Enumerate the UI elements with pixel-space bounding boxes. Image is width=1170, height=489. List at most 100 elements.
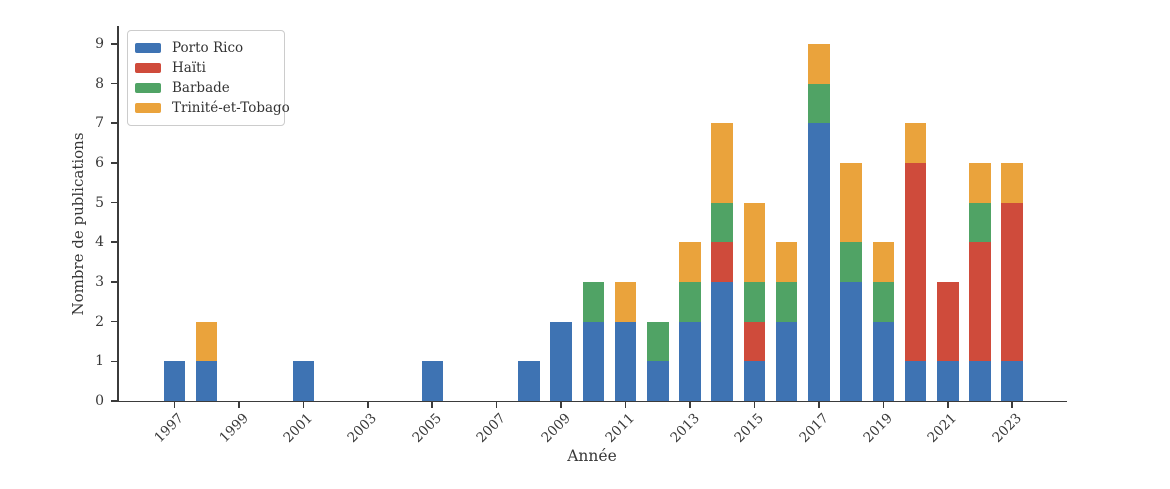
legend-item: Trinité-et-Tobago <box>135 98 290 118</box>
legend-swatch-icon <box>135 82 161 94</box>
y-tick-label: 6 <box>95 154 104 171</box>
x-tick-label: 2013 <box>667 410 703 446</box>
bar-segment <box>647 361 669 401</box>
x-tick-mark <box>302 402 305 408</box>
x-axis-spine <box>117 400 1067 403</box>
y-tick-mark <box>111 43 117 45</box>
bar-segment <box>969 202 991 243</box>
bar-segment <box>1001 202 1023 362</box>
bar-segment <box>743 281 766 322</box>
bar-segment <box>647 321 669 362</box>
bar-segment <box>711 202 733 243</box>
bar-segment <box>711 123 733 203</box>
x-tick-mark <box>173 402 176 408</box>
bar-segment <box>904 361 927 401</box>
x-tick-mark <box>238 402 240 408</box>
bar-segment <box>872 321 895 401</box>
bar-segment <box>969 162 991 203</box>
x-tick-mark <box>946 402 949 408</box>
x-tick-label: 2015 <box>731 410 768 446</box>
bar-segment <box>808 43 830 84</box>
x-tick-mark <box>882 402 885 408</box>
y-tick-mark <box>111 82 117 85</box>
legend-box: Porto Rico Haïti Barbade Trinité-et-Tobago <box>127 30 290 126</box>
legend-label: Barbade <box>172 80 230 96</box>
legend-label: Haïti <box>172 60 206 76</box>
y-tick-mark <box>111 162 117 164</box>
x-tick-label: 2001 <box>280 410 316 446</box>
x-tick-label: 2007 <box>473 410 510 446</box>
x-tick-mark <box>1011 402 1013 408</box>
bar-segment <box>872 242 895 282</box>
bar-segment <box>904 162 927 362</box>
bar-segment <box>840 162 862 243</box>
y-tick-mark <box>111 201 117 204</box>
bar-segment <box>711 242 733 282</box>
y-tick-label: 4 <box>95 234 104 251</box>
y-tick-label: 8 <box>95 75 104 92</box>
bar-segment <box>969 242 991 362</box>
x-tick-label: 1997 <box>151 410 188 446</box>
legend-swatch-icon <box>135 62 161 74</box>
y-tick-mark <box>111 122 117 125</box>
y-tick-label: 2 <box>95 313 104 330</box>
x-tick-mark <box>624 402 627 408</box>
bar-segment <box>775 321 798 401</box>
bar-segment <box>775 281 798 322</box>
legend-item: Haïti <box>135 58 274 78</box>
bar-segment <box>163 361 186 401</box>
bar-segment <box>292 361 315 401</box>
y-tick-mark <box>111 241 117 244</box>
x-tick-label: 2005 <box>409 410 445 446</box>
y-tick-label: 5 <box>95 194 104 211</box>
legend-item: Porto Rico <box>135 38 274 58</box>
legend-swatch-icon <box>135 102 161 114</box>
legend-label: Trinité-et-Tobago <box>172 100 290 116</box>
y-axis-spine <box>117 26 119 402</box>
bar-segment <box>550 321 572 401</box>
x-tick-mark <box>495 402 498 408</box>
bar-segment <box>904 123 927 163</box>
y-tick-label: 1 <box>95 353 104 370</box>
x-tick-mark <box>689 402 691 408</box>
x-tick-label: 2009 <box>538 410 574 446</box>
x-tick-mark <box>431 402 434 408</box>
y-tick-label: 0 <box>95 393 104 409</box>
bar-segment <box>808 123 830 401</box>
bar-segment <box>840 281 862 401</box>
bar-segment <box>775 242 798 282</box>
x-tick-mark <box>818 402 820 408</box>
x-axis-label: Année <box>567 447 617 465</box>
bar-segment <box>518 361 540 401</box>
bar-segment <box>1001 162 1023 203</box>
y-tick-mark <box>111 281 117 283</box>
bar-segment <box>840 242 862 282</box>
x-tick-label: 2019 <box>860 410 896 446</box>
x-tick-label: 2021 <box>924 410 961 446</box>
bar-segment <box>679 281 701 322</box>
bar-segment <box>614 321 637 401</box>
x-tick-label: 1999 <box>215 410 252 446</box>
bar-segment <box>421 361 443 401</box>
y-tick-label: 3 <box>95 273 104 290</box>
bar-segment <box>679 321 701 401</box>
bar-segment <box>743 321 766 362</box>
bar-segment <box>969 361 991 401</box>
bar-segment <box>195 361 218 401</box>
bar-segment <box>582 321 605 401</box>
bar-segment <box>679 242 701 282</box>
legend-swatch-icon <box>135 42 161 54</box>
bar-segment <box>937 361 959 401</box>
bar-segment <box>195 321 218 362</box>
x-tick-mark <box>753 402 756 408</box>
x-tick-label: 2017 <box>795 410 832 446</box>
bar-segment <box>743 361 766 401</box>
x-tick-label: 2003 <box>344 410 381 446</box>
x-tick-mark <box>560 402 562 408</box>
legend-label: Porto Rico <box>172 40 244 56</box>
bar-segment <box>1001 361 1023 401</box>
x-tick-label: 2023 <box>989 410 1025 446</box>
y-tick-label: 9 <box>95 35 104 52</box>
y-tick-mark <box>111 360 117 363</box>
